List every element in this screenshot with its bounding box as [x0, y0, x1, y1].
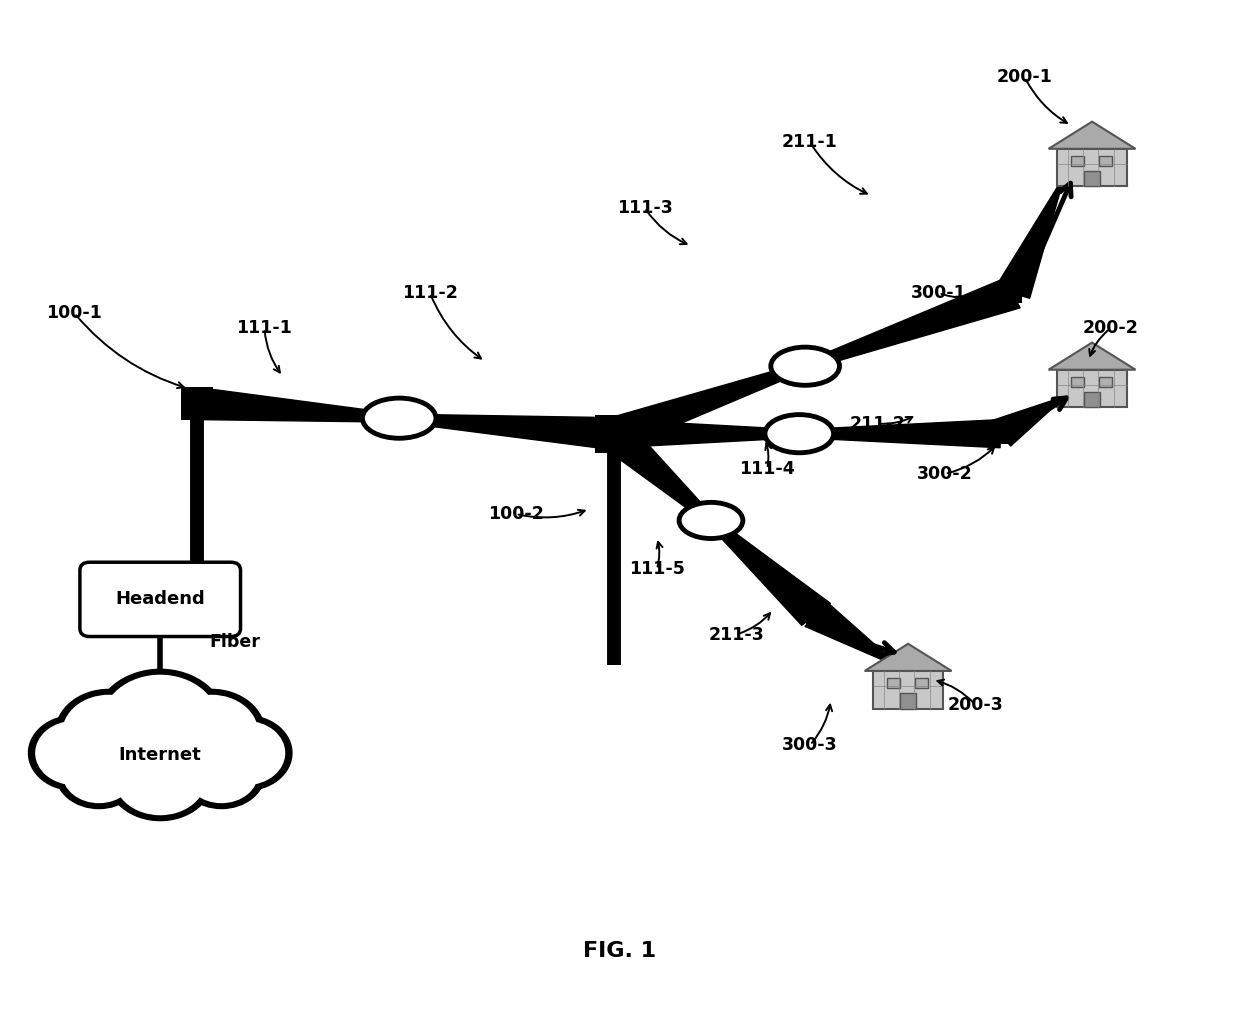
Text: 100-2: 100-2	[487, 505, 543, 523]
Bar	[1099, 156, 1112, 166]
Text: 300-3: 300-3	[782, 736, 838, 754]
Text: 200-2: 200-2	[1083, 320, 1138, 337]
Text: 300-1: 300-1	[911, 284, 967, 302]
Circle shape	[94, 669, 227, 777]
Text: 100-1: 100-1	[46, 304, 103, 323]
Bar	[1056, 370, 1127, 407]
Circle shape	[102, 675, 219, 771]
Bar	[1056, 149, 1127, 186]
Bar	[1003, 283, 1022, 303]
Bar	[887, 678, 900, 688]
Circle shape	[107, 733, 215, 822]
Text: 111-2: 111-2	[402, 284, 458, 302]
Bar	[900, 693, 916, 709]
Text: Headend: Headend	[115, 590, 205, 609]
Bar	[806, 605, 826, 624]
Bar	[915, 678, 928, 688]
Polygon shape	[804, 278, 1021, 370]
Polygon shape	[606, 362, 807, 449]
Polygon shape	[864, 643, 951, 671]
Polygon shape	[994, 182, 1063, 298]
Text: FIG. 1: FIG. 1	[584, 941, 656, 961]
Text: Fiber: Fiber	[210, 632, 260, 651]
Circle shape	[177, 737, 265, 809]
Circle shape	[35, 721, 114, 785]
Bar	[595, 414, 632, 453]
Bar	[991, 423, 1009, 444]
Bar	[1084, 392, 1100, 407]
Text: 300-2: 300-2	[918, 465, 973, 483]
Polygon shape	[805, 603, 897, 666]
Bar	[1071, 377, 1084, 387]
Text: 111-1: 111-1	[237, 320, 293, 337]
Text: 111-3: 111-3	[616, 199, 672, 217]
Circle shape	[165, 694, 258, 771]
Text: 200-3: 200-3	[947, 695, 1003, 714]
Ellipse shape	[362, 398, 436, 439]
Text: 111-4: 111-4	[739, 460, 795, 477]
Bar	[1084, 171, 1100, 186]
Polygon shape	[990, 398, 1063, 446]
Text: 211-2: 211-2	[849, 414, 905, 433]
Circle shape	[55, 689, 162, 777]
Bar	[873, 671, 944, 709]
Polygon shape	[195, 388, 399, 422]
Circle shape	[207, 721, 285, 785]
Circle shape	[27, 715, 122, 791]
FancyBboxPatch shape	[79, 562, 241, 636]
Text: 211-1: 211-1	[782, 133, 838, 152]
Circle shape	[62, 743, 135, 803]
Circle shape	[185, 743, 258, 803]
Polygon shape	[800, 419, 1001, 448]
Polygon shape	[1049, 343, 1136, 370]
Ellipse shape	[680, 502, 743, 539]
Text: Internet: Internet	[119, 746, 202, 764]
Polygon shape	[399, 414, 615, 450]
Polygon shape	[599, 422, 714, 523]
Circle shape	[157, 689, 265, 777]
Text: 200-1: 200-1	[997, 68, 1053, 87]
Circle shape	[200, 715, 293, 791]
Bar	[181, 387, 213, 420]
Circle shape	[55, 737, 143, 809]
Polygon shape	[707, 518, 831, 625]
Circle shape	[62, 694, 155, 771]
Ellipse shape	[771, 347, 839, 385]
Bar	[1071, 156, 1084, 166]
Ellipse shape	[765, 414, 833, 453]
Text: 111-5: 111-5	[629, 560, 684, 578]
Polygon shape	[614, 419, 800, 448]
Text: 211-3: 211-3	[708, 625, 764, 643]
Bar	[1099, 377, 1112, 387]
Circle shape	[114, 739, 207, 815]
Polygon shape	[1049, 122, 1136, 149]
